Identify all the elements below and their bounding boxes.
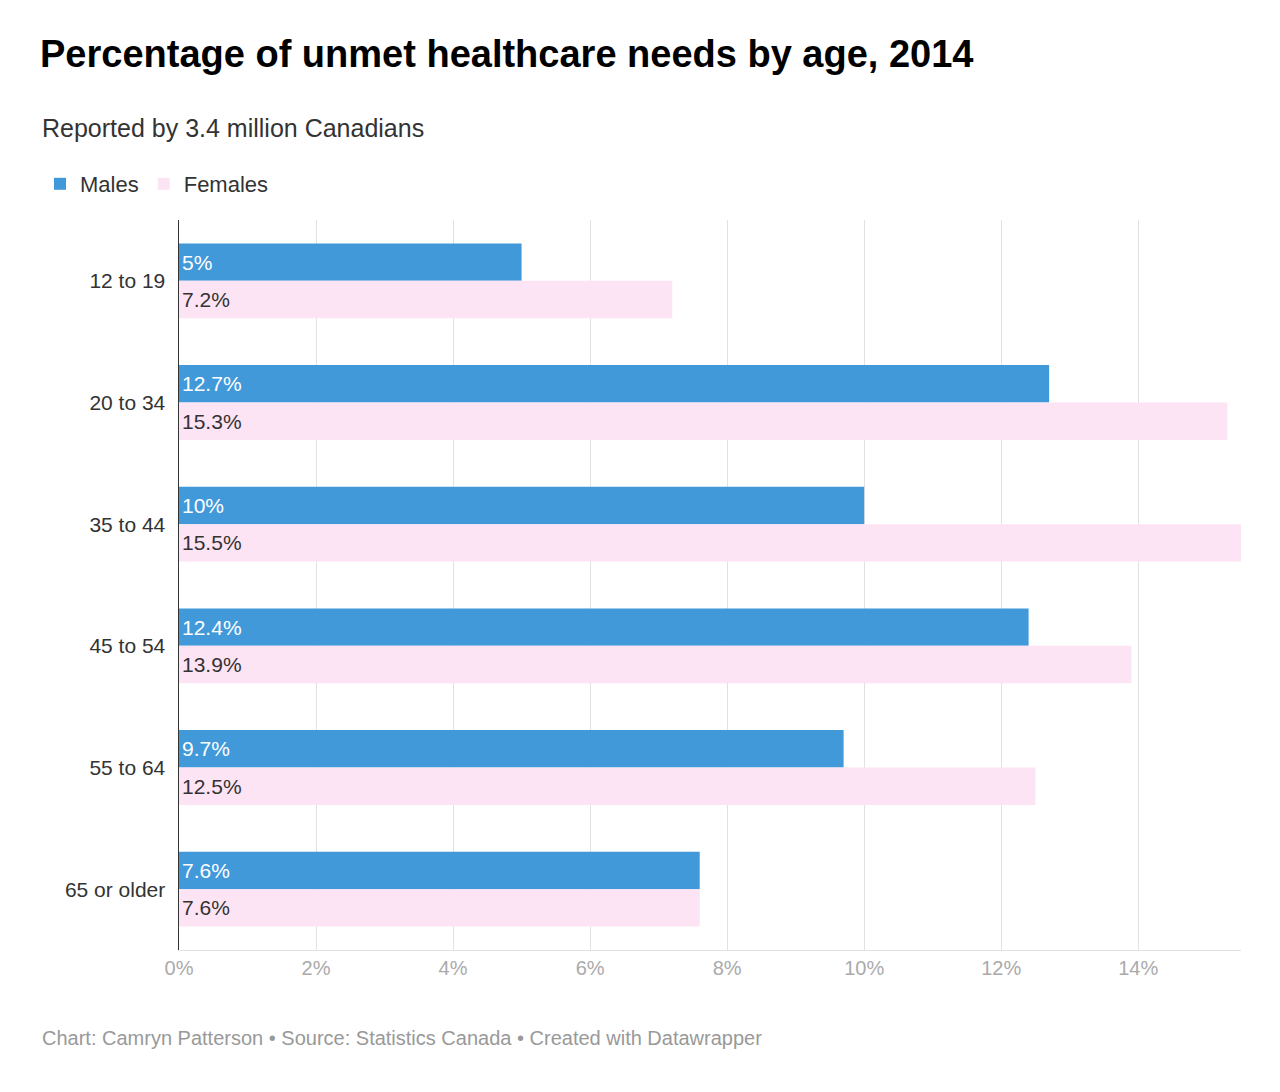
svg-text:65 or older: 65 or older bbox=[65, 878, 165, 901]
svg-text:55 to 64: 55 to 64 bbox=[89, 756, 165, 779]
svg-text:0%: 0% bbox=[165, 957, 194, 979]
svg-text:7.2%: 7.2% bbox=[182, 288, 230, 311]
svg-text:15.3%: 15.3% bbox=[182, 410, 242, 433]
svg-text:12%: 12% bbox=[981, 957, 1021, 979]
svg-text:Percentage of unmet healthcare: Percentage of unmet healthcare needs by … bbox=[40, 33, 974, 75]
svg-text:5%: 5% bbox=[182, 251, 212, 274]
svg-text:4%: 4% bbox=[439, 957, 468, 979]
svg-text:13.9%: 13.9% bbox=[182, 653, 242, 676]
svg-text:6%: 6% bbox=[576, 957, 605, 979]
svg-text:Reported by 3.4 million Canadi: Reported by 3.4 million Canadians bbox=[42, 114, 424, 142]
svg-text:45 to 54: 45 to 54 bbox=[89, 634, 165, 657]
svg-text:12.4%: 12.4% bbox=[182, 616, 242, 639]
svg-text:14%: 14% bbox=[1118, 957, 1158, 979]
svg-text:12 to 19: 12 to 19 bbox=[89, 269, 165, 292]
svg-text:12.7%: 12.7% bbox=[182, 372, 242, 395]
svg-text:12.5%: 12.5% bbox=[182, 775, 242, 798]
svg-text:35 to 44: 35 to 44 bbox=[89, 513, 165, 536]
svg-text:Chart: Camryn Patterson • Sour: Chart: Camryn Patterson • Source: Statis… bbox=[42, 1027, 762, 1049]
svg-text:Females: Females bbox=[184, 172, 268, 197]
svg-text:7.6%: 7.6% bbox=[182, 896, 230, 919]
svg-text:10%: 10% bbox=[844, 957, 884, 979]
svg-text:7.6%: 7.6% bbox=[182, 859, 230, 882]
svg-text:2%: 2% bbox=[302, 957, 331, 979]
svg-text:8%: 8% bbox=[713, 957, 742, 979]
svg-text:20 to 34: 20 to 34 bbox=[89, 391, 165, 414]
svg-text:9.7%: 9.7% bbox=[182, 737, 230, 760]
svg-text:Males: Males bbox=[80, 172, 139, 197]
svg-text:10%: 10% bbox=[182, 494, 224, 517]
svg-text:15.5%: 15.5% bbox=[182, 531, 242, 554]
